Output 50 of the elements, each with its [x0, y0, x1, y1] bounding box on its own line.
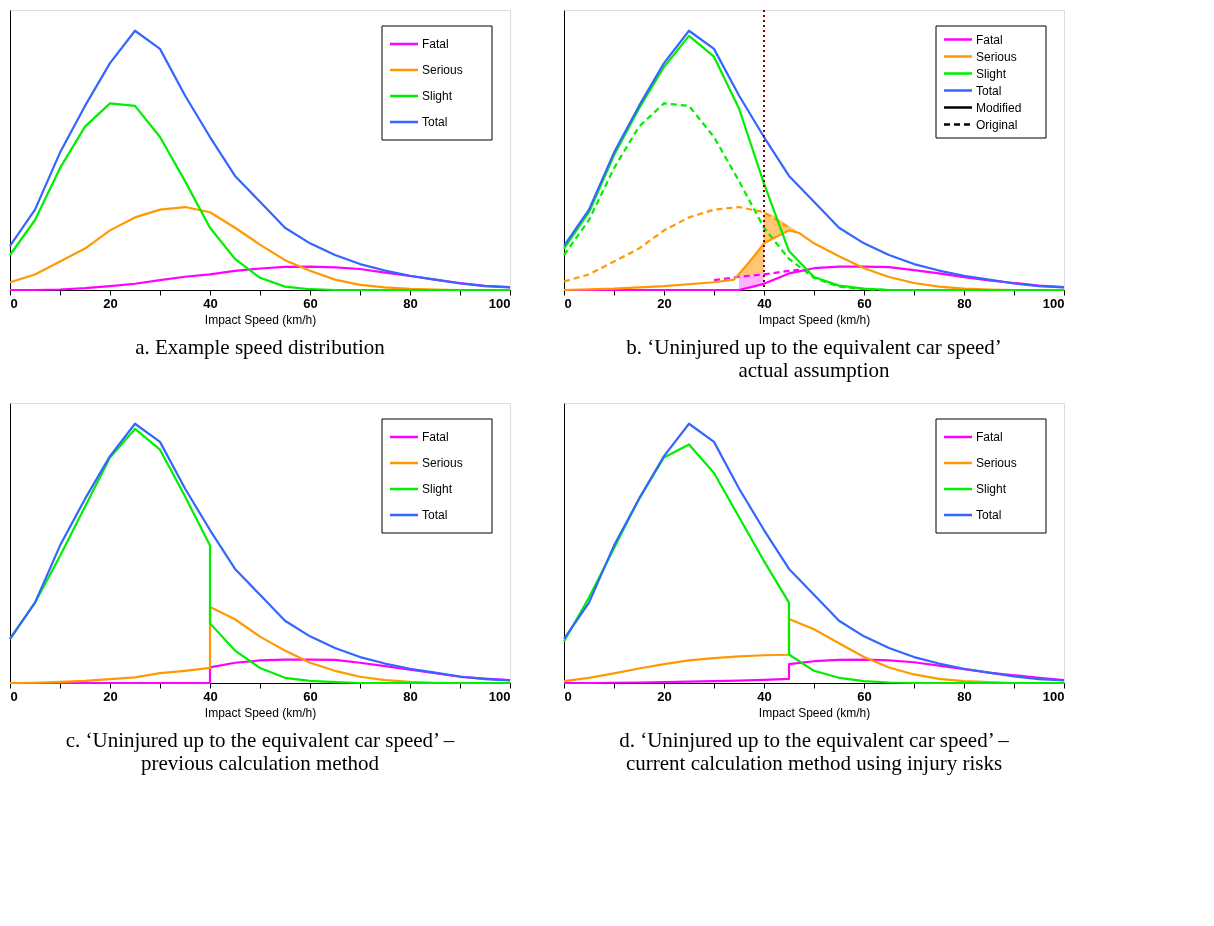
x-tick-label: 60 [857, 688, 872, 704]
x-tick-label: 40 [757, 688, 772, 704]
x-axis-title: Impact Speed (km/h) [204, 312, 317, 327]
x-axis-title: Impact Speed (km/h) [758, 705, 871, 720]
x-tick-label: 0 [564, 295, 572, 311]
x-tick-label: 40 [203, 295, 218, 311]
x-tick-label: 100 [488, 688, 511, 704]
x-tick-label: 0 [10, 688, 18, 704]
legend-label: Serious [422, 63, 463, 77]
legend-label: Original [976, 117, 1018, 132]
x-tick-label: 80 [957, 688, 972, 704]
x-tick-label: 0 [10, 295, 18, 311]
legend-label: Fatal [422, 430, 449, 444]
legend-label: Slight [976, 482, 1007, 496]
legend-label: Slight [422, 89, 453, 103]
x-tick-label: 100 [488, 295, 511, 311]
x-tick-label: 40 [757, 295, 772, 311]
legend-label: Slight [976, 66, 1007, 81]
x-axis-title: Impact Speed (km/h) [204, 705, 317, 720]
legend-label: Serious [422, 456, 463, 470]
x-tick-label: 40 [203, 688, 218, 704]
legend-label: Fatal [976, 32, 1003, 47]
legend-label: Total [422, 508, 448, 522]
x-tick-label: 20 [657, 688, 672, 704]
x-tick-label: 60 [303, 295, 318, 311]
x-tick-label: 100 [1042, 295, 1065, 311]
x-tick-label: 100 [1042, 688, 1065, 704]
legend-label: Total [422, 115, 448, 129]
legend-label: Fatal [422, 37, 449, 51]
legend-label: Fatal [976, 430, 1003, 444]
legend-label: Serious [976, 456, 1017, 470]
text: d. ‘Uninjured up to the equivalent car speed’ – current calculation method using injury risks [619, 728, 1010, 775]
legend-label: Modified [976, 100, 1022, 115]
legend-label: Serious [976, 49, 1017, 64]
x-tick-label: 20 [103, 295, 118, 311]
x-tick-label: 60 [857, 295, 872, 311]
text: b. ‘Uninjured up to the equivalent car speed’ actual assumption [626, 335, 1002, 382]
x-tick-label: 80 [403, 688, 418, 704]
x-tick-label: 20 [103, 688, 118, 704]
x-tick-label: 20 [657, 295, 672, 311]
text: c. ‘Uninjured up to the equivalent car speed’ – previous calculation method [65, 728, 455, 775]
x-axis-title: Impact Speed (km/h) [758, 312, 871, 327]
x-tick-label: 80 [403, 295, 418, 311]
x-tick-label: 0 [564, 688, 572, 704]
legend-label: Total [976, 508, 1002, 522]
x-tick-label: 80 [957, 295, 972, 311]
text: a. Example speed distribution [135, 335, 386, 359]
legend-label: Total [976, 83, 1002, 98]
x-tick-label: 60 [303, 688, 318, 704]
legend-label: Slight [422, 482, 453, 496]
